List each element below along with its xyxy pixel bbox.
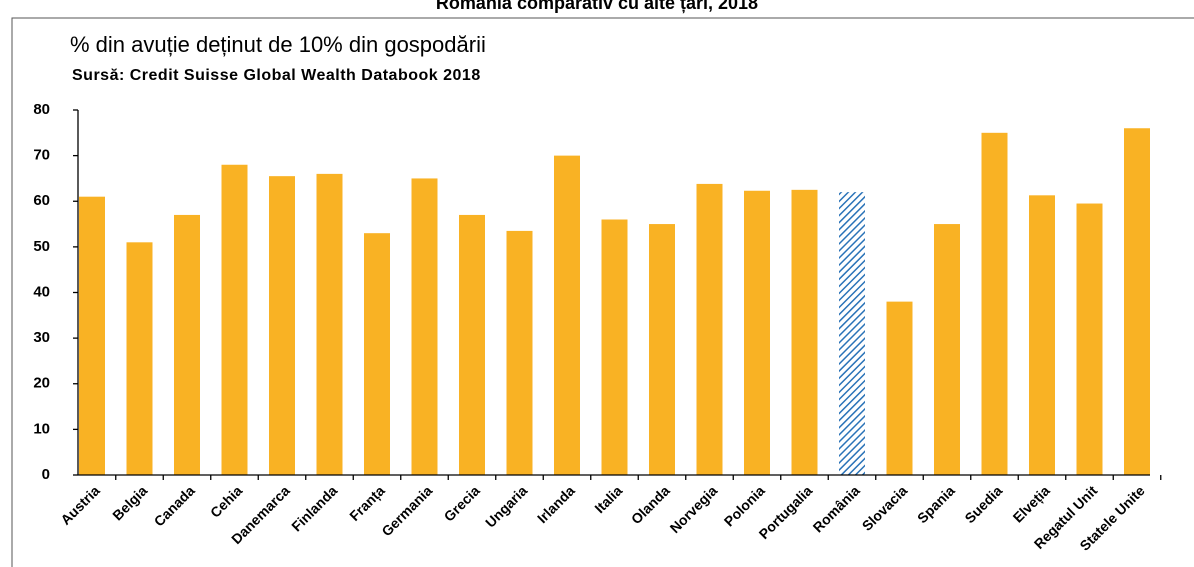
- bar: [934, 224, 960, 475]
- bar: [981, 132, 1008, 475]
- bar: [411, 178, 438, 475]
- bar: [316, 173, 343, 475]
- x-tick-label: România: [810, 482, 863, 535]
- bar: [649, 224, 675, 475]
- y-tick-label: 40: [33, 283, 50, 300]
- y-tick-label: 50: [33, 238, 50, 255]
- bar: [506, 230, 533, 475]
- x-tick-label: Cehia: [207, 482, 245, 520]
- chart-subtitle: % din avuție deținut de 10% din gospodăr…: [70, 32, 486, 57]
- x-tick-label: Olanda: [628, 482, 673, 527]
- x-tick-label: Belgia: [109, 482, 150, 523]
- x-tick-label: Canada: [151, 482, 198, 529]
- bar: [554, 155, 580, 475]
- bar: [459, 214, 485, 475]
- x-tick-label: Norvegia: [667, 482, 721, 536]
- bar: [79, 196, 105, 475]
- x-tick-label: Franța: [346, 482, 388, 524]
- bar: [601, 219, 628, 475]
- bar: [886, 301, 913, 475]
- chart-frame: [11, 17, 1194, 567]
- bar: [1076, 203, 1103, 475]
- chart-source: Sursă: Credit Suisse Global Wealth Datab…: [72, 67, 481, 84]
- bar: [364, 233, 390, 475]
- x-tick-label: Irlanda: [534, 482, 578, 526]
- bar: [221, 164, 248, 475]
- x-tick-label: Ungaria: [482, 482, 530, 530]
- x-tick-label: Finlanda: [288, 482, 340, 534]
- x-tick-label: Slovacia: [859, 482, 911, 534]
- bar: [839, 192, 865, 475]
- x-tick-label: Italia: [591, 482, 625, 516]
- y-tick-label: 30: [33, 329, 50, 346]
- x-tick-label: Grecia: [441, 482, 483, 524]
- y-tick-label: 0: [42, 466, 50, 483]
- bar: [744, 190, 770, 475]
- bar: [791, 189, 818, 475]
- x-tick-label: Spania: [914, 482, 958, 526]
- y-tick-label: 80: [33, 101, 50, 118]
- x-tick-label: Polonia: [721, 482, 768, 529]
- bar: [1029, 195, 1055, 475]
- y-tick-label: 10: [33, 420, 50, 437]
- bar: [269, 176, 295, 475]
- x-tick-label: Suedia: [961, 482, 1005, 526]
- x-tick-label: Austria: [57, 482, 103, 528]
- y-tick-label: 20: [33, 375, 50, 392]
- bar: [696, 183, 723, 475]
- bar: [174, 214, 200, 475]
- bar: [126, 242, 153, 475]
- y-tick-label: 70: [33, 147, 50, 164]
- y-tick-label: 60: [33, 192, 50, 209]
- chart-title: România comparativ cu alte țări, 2018: [436, 0, 758, 13]
- bar: [1124, 128, 1150, 475]
- x-tick-label: Germania: [378, 482, 435, 539]
- x-tick-label: Elveția: [1010, 482, 1053, 525]
